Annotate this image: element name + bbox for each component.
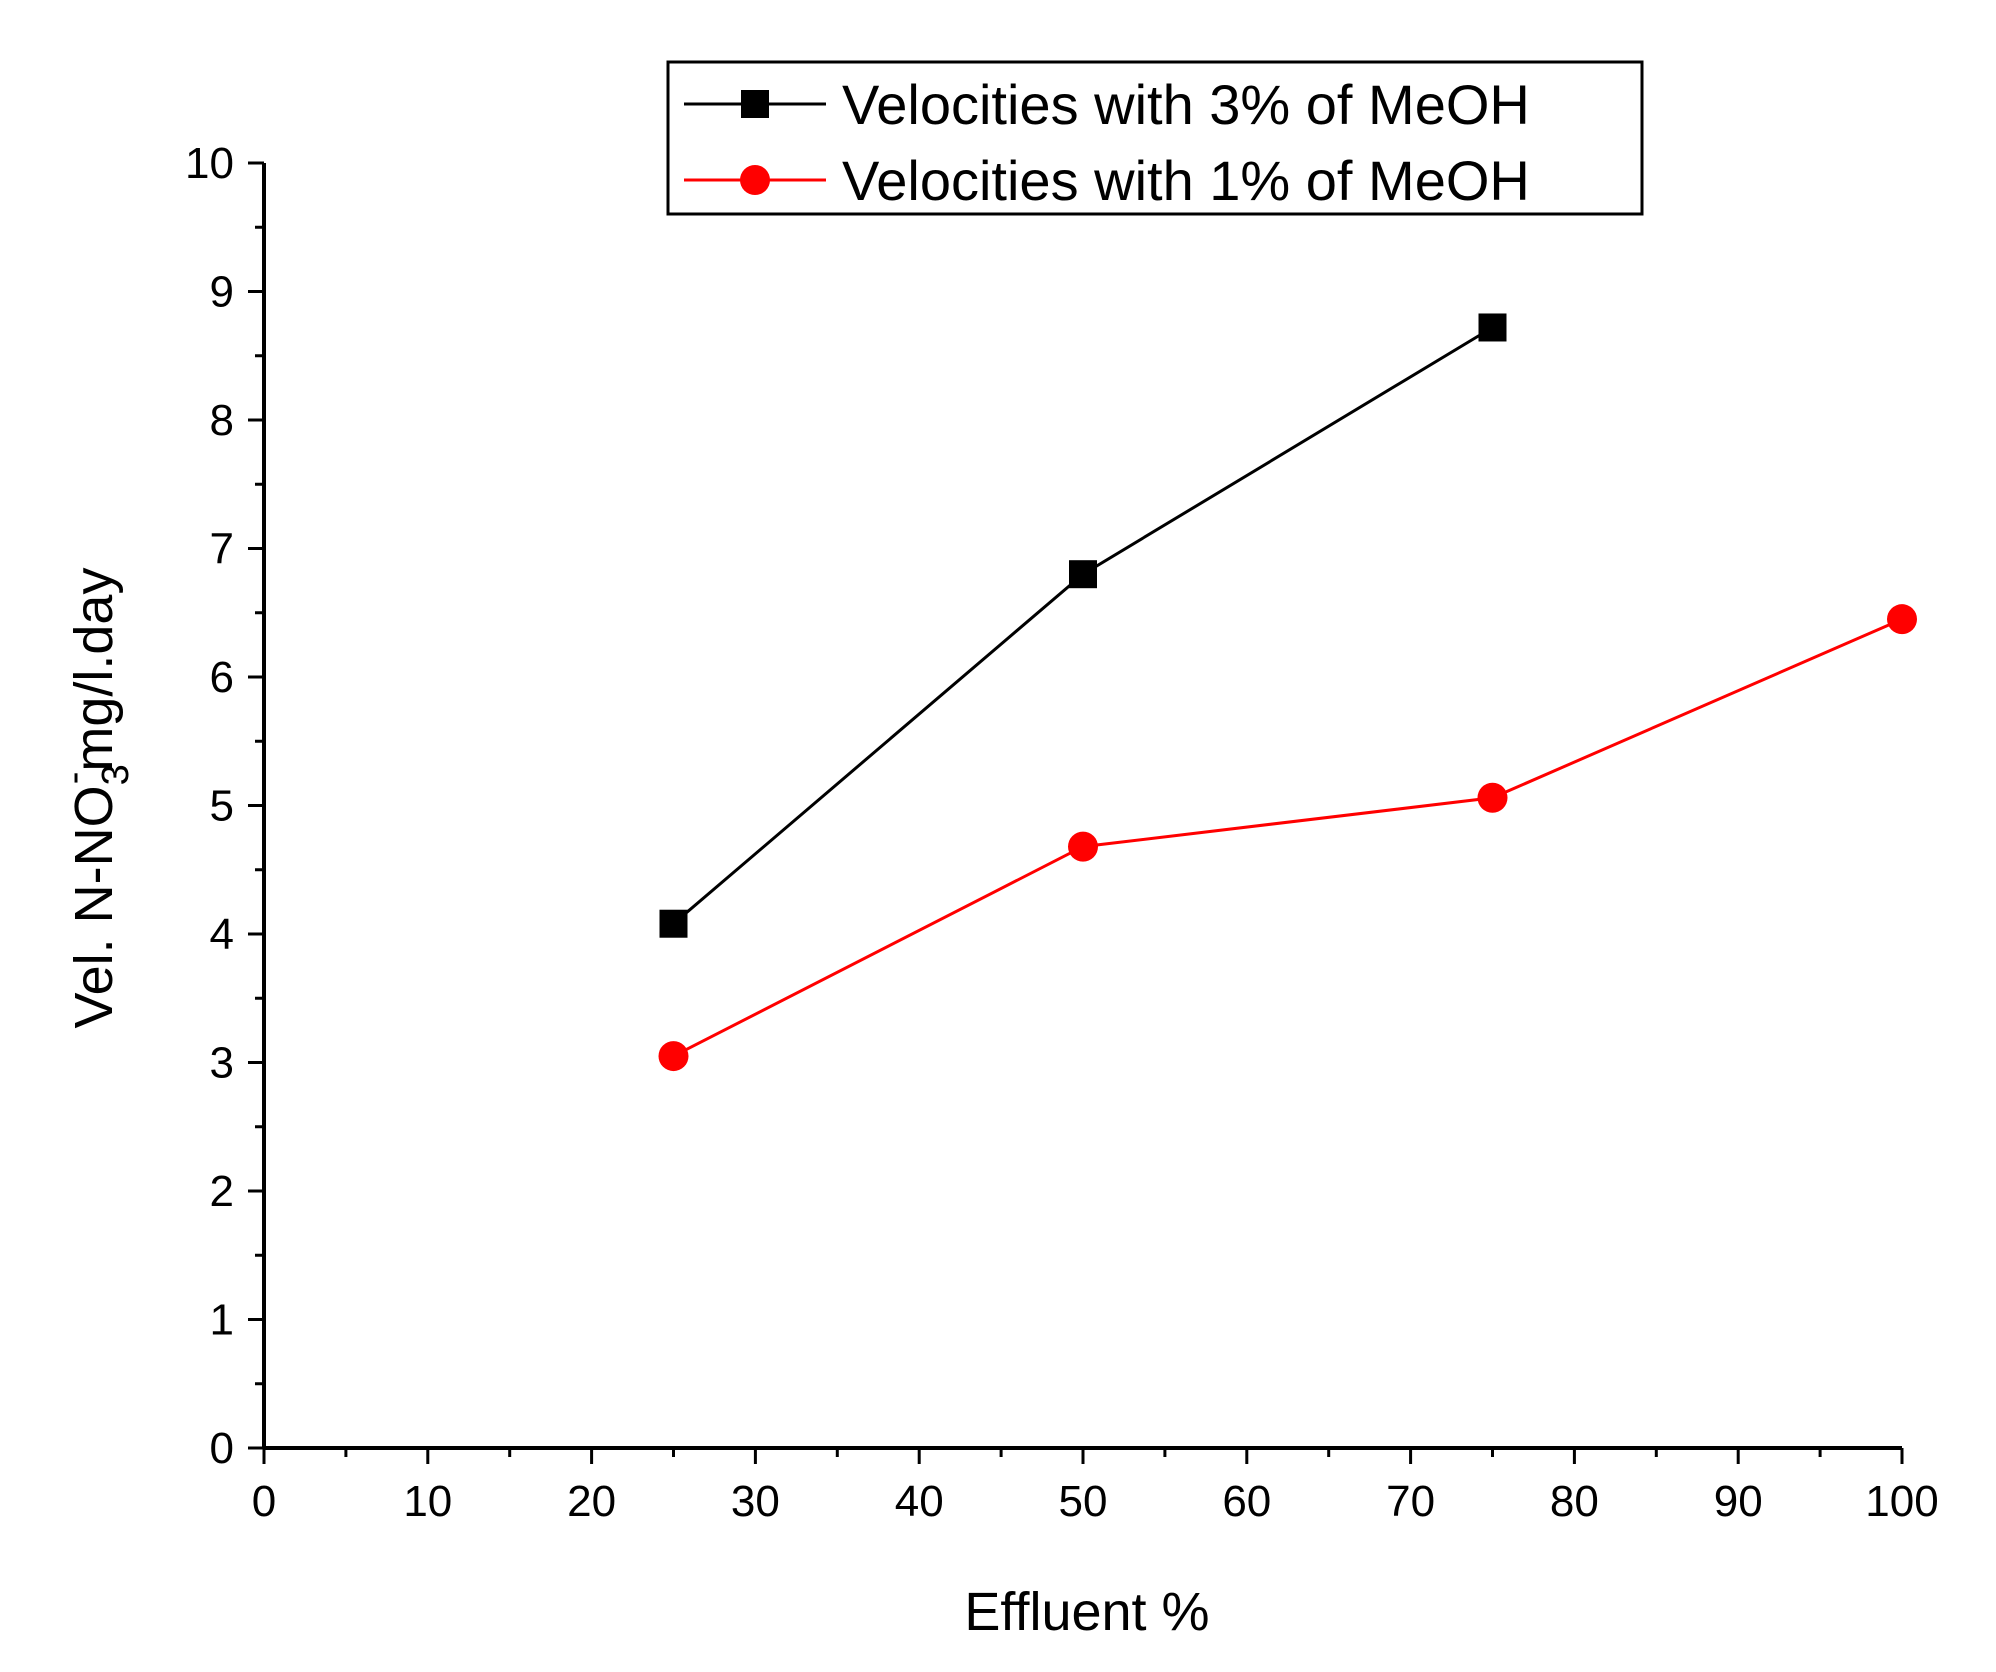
legend-box [666,60,1644,216]
y-axis-title: Vel. N-NO3-mg/l.day [53,568,137,1029]
axes [262,163,1902,1450]
series-1 [658,604,1917,1072]
y-tick-label: 10 [185,139,234,188]
data-point [658,1041,689,1072]
x-ticks: 0 10 20 30 40 50 60 70 80 90 100 [252,1448,1939,1526]
y-tick-label: 7 [210,525,234,574]
x-tick-label: 20 [567,1477,616,1526]
y-axis-title-prefix: Vel. N-NO [64,785,124,1028]
y-axis-title-subscript: 3 [95,764,137,785]
x-tick-label: 10 [403,1477,452,1526]
y-tick-label: 9 [210,268,234,317]
series-layer [658,313,1917,1072]
x-axis-title: Effluent % [964,1582,1209,1642]
y-tick-label: 2 [210,1167,234,1216]
series-0 [659,313,1507,938]
y-tick-label: 0 [210,1424,234,1473]
data-point [1478,313,1507,342]
y-tick-label: 3 [210,1039,234,1088]
legend-label-1pct: Velocities with 1% of MeOH [842,149,1530,212]
data-point [659,909,688,938]
data-point [1477,782,1508,813]
x-tick-label: 40 [895,1477,944,1526]
x-tick-label: 90 [1714,1477,1763,1526]
y-tick-label: 1 [210,1296,234,1345]
y-axis-title-suffix: mg/l.day [64,568,124,772]
x-tick-label: 60 [1222,1477,1271,1526]
y-ticks: 0 1 2 3 4 5 6 7 8 9 10 [185,139,264,1473]
legend: Velocities with 3% of MeOH Velocities wi… [666,60,1644,216]
x-tick-label: 100 [1865,1477,1938,1526]
y-tick-label: 5 [210,782,234,831]
x-tick-label: 70 [1386,1477,1435,1526]
x-tick-label: 30 [731,1477,780,1526]
data-point [1069,560,1097,589]
legend-entry-1pct: Velocities with 1% of MeOH [684,149,1530,212]
series-line [672,617,1903,1058]
y-tick-label: 4 [210,910,234,959]
data-point [1068,831,1098,862]
x-tick-label: 80 [1550,1477,1599,1526]
legend-label-3pct: Velocities with 3% of MeOH [842,73,1530,136]
data-point [1887,604,1917,635]
y-tick-label: 8 [210,396,234,445]
x-tick-label: 50 [1059,1477,1108,1526]
y-tick-label: 6 [210,653,234,702]
legend-marker-3pct [741,90,769,118]
legend-marker-1pct [740,165,770,195]
y-axis-title-superscript: - [53,772,95,785]
legend-entry-3pct: Velocities with 3% of MeOH [684,73,1530,136]
x-tick-label: 0 [252,1477,276,1526]
